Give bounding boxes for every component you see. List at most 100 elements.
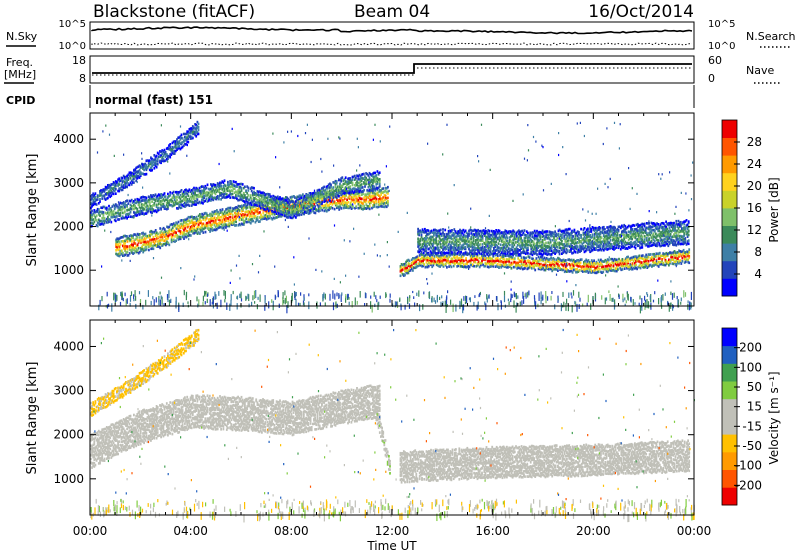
data-cell <box>681 250 684 253</box>
data-cell <box>111 211 114 214</box>
data-cell <box>212 228 215 232</box>
data-cell <box>155 165 158 169</box>
data-cell <box>268 208 271 211</box>
data-cell <box>266 215 269 218</box>
data-cell <box>229 215 232 219</box>
data-cell <box>544 244 546 247</box>
data-cell <box>282 204 285 207</box>
data-cell <box>441 263 444 267</box>
data-cell <box>222 190 225 194</box>
data-cell <box>490 265 492 268</box>
data-cell <box>533 262 535 265</box>
data-cell <box>434 228 436 232</box>
data-cell <box>270 216 273 220</box>
data-cell <box>542 242 545 246</box>
data-cell <box>178 200 181 204</box>
data-cell <box>160 193 162 196</box>
data-cell <box>244 200 246 204</box>
data-cell <box>677 257 679 260</box>
data-cell <box>435 236 438 240</box>
data-cell <box>488 232 491 236</box>
data-cell <box>357 195 360 198</box>
data-cell <box>131 181 134 184</box>
data-cell <box>291 200 294 204</box>
data-cell <box>166 242 168 246</box>
data-cell <box>435 255 438 258</box>
data-cell <box>493 237 495 240</box>
data-cell <box>428 243 431 246</box>
data-cell <box>160 206 162 210</box>
data-cell <box>606 264 609 268</box>
data-cell <box>454 240 457 243</box>
data-cell <box>124 206 126 210</box>
data-cell <box>523 236 526 240</box>
data-cell <box>213 216 216 220</box>
data-cell <box>525 249 528 252</box>
data-cell <box>338 191 340 195</box>
data-cell <box>336 198 338 201</box>
data-cell <box>130 183 133 186</box>
data-cell <box>108 220 110 224</box>
data-cell <box>610 269 612 272</box>
data-cell <box>151 157 153 161</box>
data-cell <box>187 231 190 235</box>
data-cell <box>375 200 378 204</box>
data-cell <box>309 199 312 203</box>
data-cell <box>603 260 606 263</box>
data-cell <box>114 219 117 223</box>
data-cell <box>494 257 497 261</box>
data-cell <box>528 235 530 239</box>
data-cell <box>134 246 137 250</box>
data-cell <box>488 241 491 245</box>
data-cell <box>448 246 451 249</box>
data-cell <box>341 195 344 198</box>
data-cell <box>438 254 440 258</box>
data-cell <box>271 200 273 204</box>
data-cell <box>628 265 631 268</box>
data-cell <box>124 180 126 184</box>
data-cell <box>119 243 122 246</box>
data-cell <box>426 256 429 259</box>
data-cell <box>281 197 284 200</box>
data-cell <box>186 203 189 207</box>
data-cell <box>431 242 434 246</box>
data-cell <box>686 250 688 253</box>
data-cell <box>521 241 524 245</box>
data-cell <box>283 208 286 211</box>
data-cell <box>481 234 484 238</box>
data-cell <box>137 246 140 250</box>
data-cell <box>469 228 472 232</box>
data-cell <box>631 267 634 271</box>
data-cell <box>231 183 234 186</box>
data-cell <box>272 204 275 207</box>
data-cell <box>461 239 464 243</box>
data-cell <box>347 201 350 204</box>
data-cell <box>536 253 538 256</box>
data-cell <box>353 190 356 193</box>
data-cell <box>417 264 420 267</box>
data-cell <box>524 240 527 243</box>
data-cell <box>439 245 442 249</box>
data-cell <box>470 232 473 235</box>
data-cell <box>416 255 419 258</box>
data-cell <box>466 260 469 264</box>
data-cell <box>373 201 376 204</box>
data-cell <box>134 204 136 208</box>
data-cell <box>205 197 208 201</box>
data-cell <box>243 204 245 207</box>
data-cell <box>135 244 138 248</box>
data-cell <box>360 183 363 186</box>
data-cell <box>612 264 615 268</box>
data-cell <box>348 189 350 193</box>
data-cell <box>100 193 102 197</box>
data-cell <box>437 246 440 250</box>
data-cell <box>264 209 267 213</box>
data-cell <box>274 208 277 211</box>
data-cell <box>163 192 166 195</box>
data-cell <box>147 162 150 165</box>
data-cell <box>187 223 190 227</box>
data-cell <box>535 257 538 260</box>
data-cell <box>199 215 201 219</box>
data-cell <box>609 268 611 272</box>
data-cell <box>639 256 642 260</box>
